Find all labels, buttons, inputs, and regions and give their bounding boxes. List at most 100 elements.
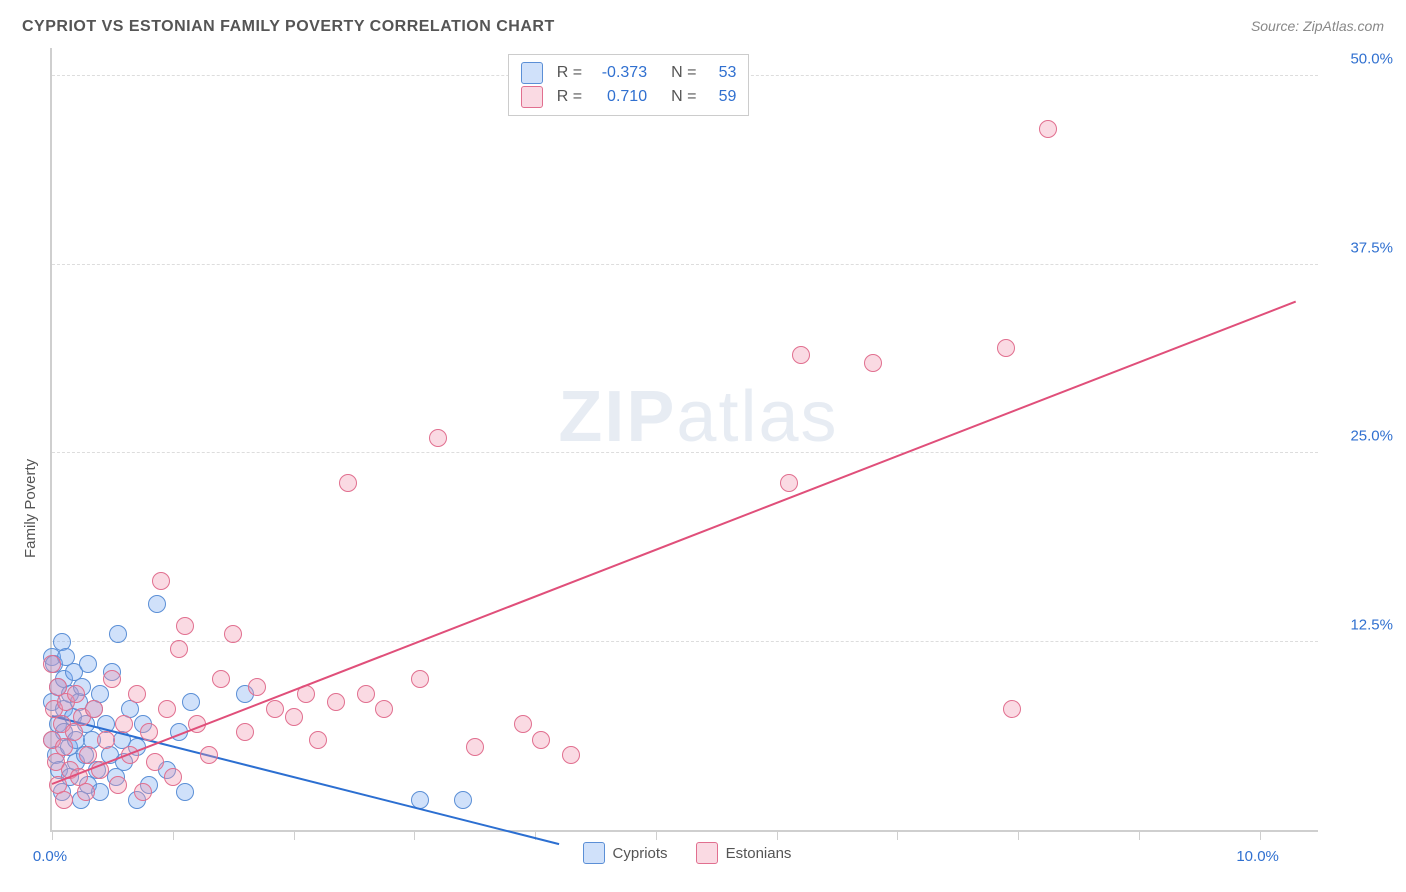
data-point	[454, 791, 472, 809]
watermark-part2: atlas	[676, 377, 838, 457]
legend-item: Estonians	[696, 842, 792, 864]
data-point	[212, 670, 230, 688]
data-point	[164, 768, 182, 786]
data-point	[55, 791, 73, 809]
data-point	[103, 670, 121, 688]
data-point	[514, 715, 532, 733]
n-value: 53	[706, 61, 736, 85]
data-point	[97, 731, 115, 749]
chart-header: CYPRIOT VS ESTONIAN FAMILY POVERTY CORRE…	[22, 18, 1384, 36]
x-tick	[656, 830, 657, 840]
source-name: ZipAtlas.com	[1303, 18, 1384, 34]
x-tick	[414, 830, 415, 840]
data-point	[170, 640, 188, 658]
data-point	[176, 617, 194, 635]
legend-item: Cypriots	[583, 842, 668, 864]
r-value: -0.373	[592, 61, 647, 85]
y-tick-label: 12.5%	[1328, 616, 1393, 633]
scatter-plot-area: ZIPatlas 12.5%25.0%37.5%50.0%R =-0.373N …	[50, 48, 1318, 832]
data-point	[339, 474, 357, 492]
data-point	[79, 746, 97, 764]
x-tick	[294, 830, 295, 840]
x-tick	[1260, 830, 1261, 840]
data-point	[146, 753, 164, 771]
data-point	[466, 738, 484, 756]
n-value: 59	[706, 85, 736, 109]
data-point	[85, 700, 103, 718]
n-label: N =	[671, 61, 696, 85]
y-tick-label: 50.0%	[1328, 51, 1393, 68]
data-point	[864, 354, 882, 372]
data-point	[236, 723, 254, 741]
series-legend: Cypriots Estonians	[583, 842, 792, 864]
x-tick-label: 0.0%	[33, 848, 67, 865]
gridline	[52, 641, 1318, 642]
stats-row: R = 0.710 N = 59	[521, 85, 737, 109]
x-tick-label: 10.0%	[1236, 848, 1279, 865]
correlation-stats-box: R = -0.373 N = 53 R = 0.710 N = 59	[508, 54, 750, 116]
x-tick	[897, 830, 898, 840]
data-point	[67, 685, 85, 703]
data-point	[429, 429, 447, 447]
data-point	[176, 783, 194, 801]
data-point	[140, 723, 158, 741]
x-tick	[1139, 830, 1140, 840]
watermark-part1: ZIP	[558, 377, 676, 457]
data-point	[792, 346, 810, 364]
x-tick	[777, 830, 778, 840]
data-point	[55, 738, 73, 756]
data-point	[375, 700, 393, 718]
data-point	[309, 731, 327, 749]
data-point	[43, 655, 61, 673]
gridline	[52, 264, 1318, 265]
chart-title: CYPRIOT VS ESTONIAN FAMILY POVERTY CORRE…	[22, 18, 555, 36]
r-label: R =	[557, 61, 582, 85]
legend-label: Estonians	[726, 845, 792, 862]
data-point	[148, 595, 166, 613]
data-point	[1039, 120, 1057, 138]
x-tick	[1018, 830, 1019, 840]
data-point	[357, 685, 375, 703]
data-point	[128, 685, 146, 703]
data-point	[1003, 700, 1021, 718]
data-point	[224, 625, 242, 643]
gridline	[52, 452, 1318, 453]
data-point	[780, 474, 798, 492]
y-axis-label: Family Poverty	[22, 458, 39, 557]
data-point	[562, 746, 580, 764]
r-label: R =	[557, 85, 582, 109]
r-value: 0.710	[592, 85, 647, 109]
x-tick	[173, 830, 174, 840]
legend-label: Cypriots	[613, 845, 668, 862]
y-tick-label: 25.0%	[1328, 428, 1393, 445]
data-point	[109, 625, 127, 643]
trend-line	[52, 300, 1297, 784]
data-point	[77, 783, 95, 801]
trend-line	[52, 715, 560, 845]
data-point	[115, 715, 133, 733]
data-point	[997, 339, 1015, 357]
data-point	[411, 670, 429, 688]
n-label: N =	[671, 85, 696, 109]
stats-row: R = -0.373 N = 53	[521, 61, 737, 85]
source-prefix: Source:	[1251, 18, 1303, 34]
x-tick	[52, 830, 53, 840]
legend-swatch	[696, 842, 718, 864]
data-point	[248, 678, 266, 696]
data-point	[109, 776, 127, 794]
series-swatch	[521, 62, 543, 84]
data-point	[158, 700, 176, 718]
data-point	[285, 708, 303, 726]
series-swatch	[521, 86, 543, 108]
data-point	[152, 572, 170, 590]
source-attribution: Source: ZipAtlas.com	[1251, 18, 1384, 34]
data-point	[79, 655, 97, 673]
y-tick-label: 37.5%	[1328, 239, 1393, 256]
data-point	[200, 746, 218, 764]
data-point	[327, 693, 345, 711]
data-point	[182, 693, 200, 711]
watermark: ZIPatlas	[558, 376, 838, 458]
data-point	[266, 700, 284, 718]
data-point	[134, 783, 152, 801]
data-point	[532, 731, 550, 749]
